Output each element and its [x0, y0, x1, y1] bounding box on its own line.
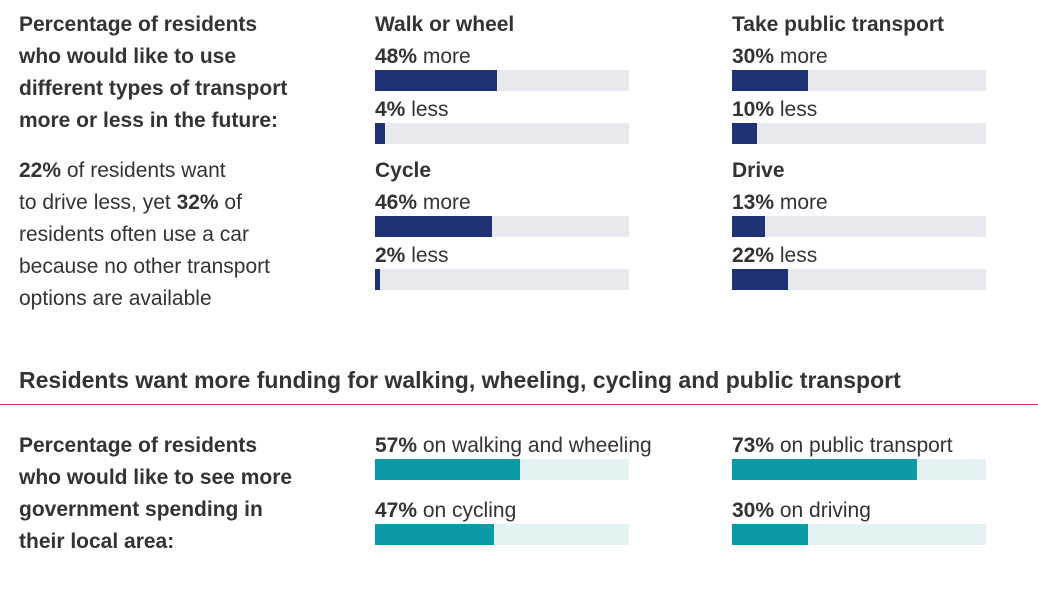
bar-text: on walking and wheeling	[417, 434, 652, 457]
bar-label: 48% more	[375, 44, 629, 70]
bar-label: 46% more	[375, 190, 629, 216]
note-line: options are available	[19, 287, 212, 310]
section-divider	[0, 404, 1038, 405]
bar-fill	[732, 459, 918, 480]
bar-pct: 10%	[732, 98, 775, 121]
bar-fill	[375, 70, 497, 91]
bar-label: 73% on public transport	[732, 433, 986, 459]
bar-pct: 4%	[375, 98, 406, 121]
bar-track	[732, 524, 986, 545]
bar-track	[732, 459, 986, 480]
bar-pct: 13%	[732, 191, 775, 214]
bar-text: on public transport	[774, 434, 953, 457]
heading-line: government spending in	[19, 498, 263, 521]
spending-heading: Percentage of residents who would like t…	[19, 430, 349, 558]
note-text: to drive less, yet	[19, 191, 177, 214]
funding-bar-driving: 30% on driving	[732, 498, 986, 545]
bar-fill	[375, 216, 492, 237]
bar-pct: 30%	[732, 499, 775, 522]
group-title: Cycle	[375, 159, 432, 182]
bar-pct: 46%	[375, 191, 418, 214]
bar-text: less	[405, 244, 449, 267]
bar-label: 30% on driving	[732, 498, 986, 524]
bar-track	[732, 123, 986, 144]
bar-pct: 57%	[375, 434, 418, 457]
bar-fill	[375, 269, 381, 290]
note-line: residents often use a car	[19, 223, 249, 246]
group-title: Drive	[732, 159, 785, 182]
bar-label: 30% more	[732, 44, 986, 70]
bar-fill	[375, 123, 386, 144]
funding-bar-public-transport: 73% on public transport	[732, 433, 986, 480]
heading-line: more or less in the future:	[19, 109, 279, 132]
bar-label: 47% on cycling	[375, 498, 629, 524]
bar-track	[375, 70, 629, 91]
bar-pct: 48%	[375, 45, 418, 68]
group-drive: Drive 13% more 22% less	[732, 158, 986, 290]
note-line: 22% of residents want	[19, 155, 349, 187]
bar-fill	[732, 216, 766, 237]
bar-fill	[732, 70, 809, 91]
heading-line: their local area:	[19, 530, 175, 553]
bar-pct: 2%	[375, 244, 406, 267]
bar-track	[375, 459, 629, 480]
drive-less-note: 22% of residents want to drive less, yet…	[19, 155, 349, 315]
bar-label: 4% less	[375, 97, 629, 123]
heading-line: who would like to use	[19, 45, 237, 68]
bar-text: on driving	[774, 499, 871, 522]
note-text: of	[218, 191, 242, 214]
group-public-transport: Take public transport 30% more 10% less	[732, 12, 986, 144]
bar-track	[375, 524, 629, 545]
bar-fill	[732, 269, 788, 290]
bar-text: more	[774, 45, 828, 68]
group-title: Walk or wheel	[375, 13, 515, 36]
heading-line: who would like to see more	[19, 466, 293, 489]
heading-line: Percentage of residents	[19, 13, 258, 36]
bar-pct: 73%	[732, 434, 775, 457]
note-line: to drive less, yet 32% of	[19, 187, 349, 219]
bar-track	[375, 216, 629, 237]
note-pct: 22%	[19, 159, 62, 182]
bar-text: more	[774, 191, 828, 214]
bar-text: on cycling	[417, 499, 517, 522]
bar-fill	[732, 123, 758, 144]
bar-text: less	[774, 244, 818, 267]
bar-track	[732, 216, 986, 237]
group-cycle: Cycle 46% more 2% less	[375, 158, 629, 290]
bar-text: less	[405, 98, 449, 121]
bar-text: more	[417, 45, 471, 68]
heading-line: different types of transport	[19, 77, 288, 100]
bar-pct: 30%	[732, 45, 775, 68]
note-line: because no other transport	[19, 255, 270, 278]
transport-heading: Percentage of residents who would like t…	[19, 9, 349, 137]
bar-track	[375, 123, 629, 144]
bar-track	[375, 269, 629, 290]
bar-text: less	[774, 98, 818, 121]
bar-fill	[375, 459, 520, 480]
funding-bar-cycling: 47% on cycling	[375, 498, 629, 545]
heading-line: Percentage of residents	[19, 434, 258, 457]
funding-bar-walking: 57% on walking and wheeling	[375, 433, 652, 480]
bar-track	[732, 70, 986, 91]
bar-fill	[732, 524, 809, 545]
group-title: Take public transport	[732, 13, 944, 36]
bar-label: 2% less	[375, 243, 629, 269]
funding-section-title: Residents want more funding for walking,…	[19, 367, 901, 393]
bar-track	[732, 269, 986, 290]
bar-label: 57% on walking and wheeling	[375, 433, 652, 459]
note-text: of residents want	[61, 159, 226, 182]
bar-label: 10% less	[732, 97, 986, 123]
bar-pct: 22%	[732, 244, 775, 267]
bar-label: 13% more	[732, 190, 986, 216]
bar-text: more	[417, 191, 471, 214]
bar-pct: 47%	[375, 499, 418, 522]
group-walk-or-wheel: Walk or wheel 48% more 4% less	[375, 12, 629, 144]
bar-label: 22% less	[732, 243, 986, 269]
bar-fill	[375, 524, 495, 545]
note-pct: 32%	[176, 191, 219, 214]
